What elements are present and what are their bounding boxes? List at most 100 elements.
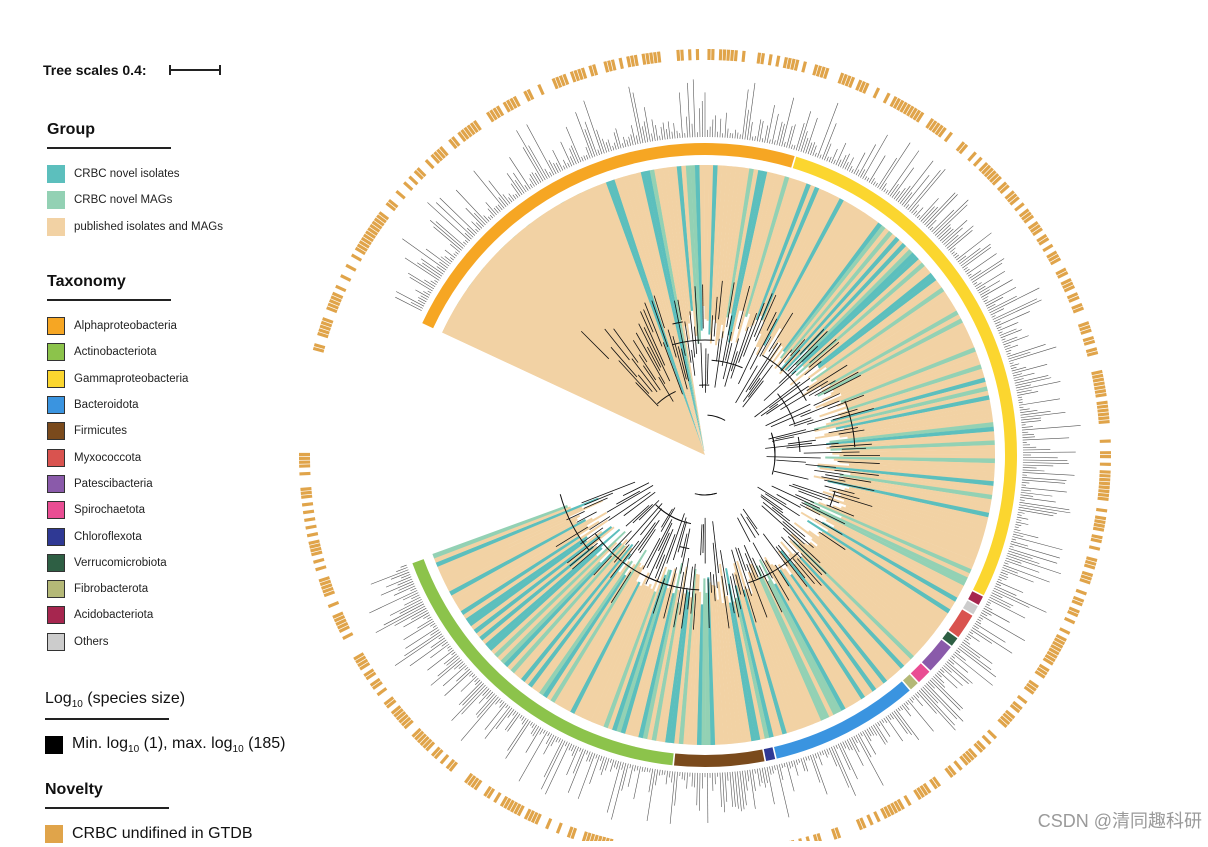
novelty-tick — [1100, 455, 1111, 458]
species-size-bar — [715, 115, 716, 137]
species-size-bar — [516, 130, 545, 180]
species-size-bar — [455, 252, 458, 255]
species-size-bar — [784, 763, 785, 767]
species-size-bar — [509, 157, 530, 189]
species-size-bar — [869, 156, 885, 183]
species-size-bar — [417, 263, 440, 279]
tree-branch-tip — [703, 524, 704, 553]
novelty-tick — [425, 159, 435, 169]
species-size-bar — [735, 130, 736, 139]
species-size-bar — [663, 123, 665, 140]
species-size-bar — [995, 586, 1017, 596]
tree-branch-tip — [738, 347, 755, 384]
species-size-bar — [815, 153, 816, 157]
species-size-bar — [543, 730, 545, 733]
species-size-bar — [955, 255, 959, 258]
novelty-tick — [313, 558, 324, 564]
tree-branch-tip — [776, 429, 819, 439]
species-size-bar — [796, 760, 798, 765]
species-size-bar — [1014, 378, 1023, 380]
species-size-bar — [1021, 412, 1066, 417]
species-size-bar — [1019, 507, 1057, 513]
species-size-bar — [725, 772, 727, 801]
species-size-bar — [401, 565, 407, 567]
species-size-bar — [1004, 345, 1010, 347]
species-size-bar — [431, 660, 462, 686]
novelty-tick — [1098, 412, 1109, 416]
species-size-bar — [666, 771, 668, 785]
species-size-bar — [997, 581, 1023, 592]
species-size-bar — [610, 759, 611, 763]
tree-branch-tip — [643, 538, 660, 569]
species-size-bar — [789, 124, 796, 148]
species-size-bar — [886, 190, 888, 193]
tree-branch-tip — [766, 404, 811, 426]
species-size-bar — [1005, 345, 1018, 350]
species-size-bar — [813, 754, 827, 794]
species-size-bar — [913, 211, 917, 215]
species-size-bar — [961, 644, 980, 658]
species-size-bar — [622, 143, 623, 147]
tree-branch-tip — [776, 460, 806, 462]
species-size-bar — [637, 766, 638, 771]
species-size-bar — [405, 627, 437, 648]
novelty-tick — [866, 814, 873, 825]
species-size-bar — [987, 602, 991, 604]
novelty-tick — [335, 285, 346, 292]
species-size-bar — [436, 203, 473, 238]
species-size-bar — [1011, 367, 1016, 369]
species-size-bar — [822, 123, 836, 159]
novelty-tick — [315, 565, 326, 571]
species-size-bar — [993, 299, 1037, 320]
species-size-bar — [602, 139, 606, 153]
species-size-bar — [722, 773, 724, 813]
species-size-bar — [1007, 344, 1045, 356]
species-size-bar — [661, 127, 663, 140]
species-size-bar — [774, 140, 775, 144]
novelty-tick — [299, 461, 310, 464]
tree-branch-tip — [769, 378, 809, 408]
novelty-tick — [1059, 627, 1070, 635]
novelty-tick — [676, 50, 680, 61]
species-size-bar — [886, 717, 903, 741]
novelty-tick — [726, 50, 730, 61]
species-size-bar — [1018, 512, 1025, 513]
species-size-bar — [484, 216, 490, 222]
species-size-bar — [568, 163, 570, 167]
species-size-bar — [529, 146, 548, 179]
species-size-bar — [1010, 544, 1059, 558]
novelty-tick — [973, 157, 983, 167]
species-size-bar — [1016, 381, 1060, 390]
species-size-bar — [600, 757, 605, 771]
species-size-bar — [977, 286, 985, 291]
species-size-bar — [745, 770, 748, 790]
species-size-bar — [873, 181, 875, 185]
tree-branch-tip — [801, 401, 840, 417]
species-size-bar — [669, 771, 670, 777]
species-size-bar — [928, 682, 935, 689]
novelty-tick — [649, 52, 654, 63]
novelty-tick — [1097, 404, 1108, 408]
species-size-bar — [999, 332, 1003, 334]
species-size-bar — [645, 767, 646, 772]
species-size-bar — [431, 281, 437, 285]
species-size-bar — [856, 735, 883, 786]
species-size-bar — [1022, 425, 1081, 430]
novelty-tick — [440, 754, 450, 764]
species-size-bar — [782, 764, 783, 768]
novelty-tick — [723, 49, 727, 60]
novelty-tick — [873, 811, 881, 822]
species-size-bar — [939, 671, 958, 688]
watermark: CSDN @清同趣科研 — [1038, 807, 1202, 833]
species-size-bar — [434, 280, 437, 282]
species-size-bar — [824, 144, 831, 161]
species-size-bar — [1002, 337, 1017, 343]
species-size-bar — [789, 762, 791, 769]
species-size-bar — [396, 291, 424, 306]
species-size-bar — [799, 759, 800, 763]
species-size-bar — [634, 765, 635, 771]
species-size-bar — [750, 122, 753, 140]
species-size-bar — [445, 671, 472, 696]
species-size-bar — [1021, 418, 1041, 420]
species-size-bar — [1014, 373, 1035, 378]
